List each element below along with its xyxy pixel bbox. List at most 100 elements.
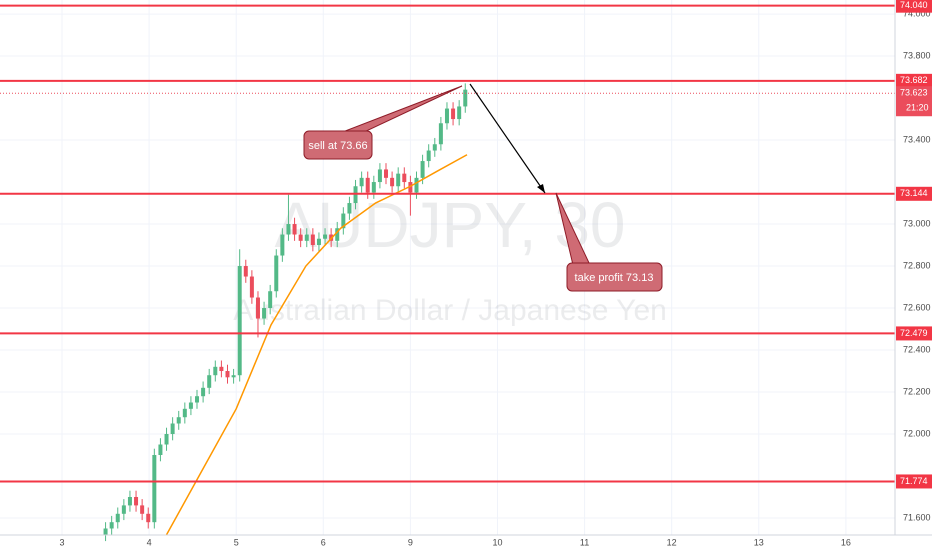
watermark-name: Australian Dollar / Japanese Yen [233, 294, 667, 327]
last-price-box [896, 86, 932, 117]
callout-text: sell at 73.66 [308, 140, 367, 152]
level-label-box [896, 326, 932, 341]
candle-body [115, 513, 120, 523]
candle-body [140, 505, 145, 514]
y-tick-label: 74.000 [903, 8, 931, 18]
candle-body [298, 234, 303, 241]
x-tick-label: 12 [667, 537, 677, 547]
candle-body [463, 89, 468, 107]
candle-body [347, 203, 352, 214]
x-tick-label: 11 [580, 537, 589, 547]
candle-body [255, 297, 260, 319]
candle-body [243, 266, 248, 277]
candle-body [359, 177, 364, 187]
y-tick-label: 73.000 [903, 218, 931, 228]
countdown: 21:20 [906, 103, 929, 113]
candle-body [335, 228, 340, 241]
candle-body [146, 513, 151, 523]
level-label: 73.144 [900, 188, 928, 198]
x-tick-label: 4 [147, 537, 152, 547]
level-label-box [896, 474, 932, 489]
candle-body [213, 366, 218, 376]
candle-body [207, 375, 212, 388]
candle-body [280, 234, 285, 256]
candle-body [219, 366, 224, 372]
candle-body [268, 291, 273, 309]
y-tick-label: 72.000 [903, 428, 931, 438]
candle-body [127, 496, 132, 506]
candle-body [195, 396, 200, 403]
candle-body [414, 177, 419, 193]
candle-body [396, 173, 401, 187]
candle-body [134, 496, 139, 506]
candle-body [249, 276, 254, 298]
y-tick-label: 72.400 [903, 344, 931, 354]
arrow-head [537, 184, 545, 193]
candle-body [402, 173, 407, 183]
candle-body [225, 371, 230, 378]
candle-body [323, 234, 328, 239]
level-label: 74.040 [900, 0, 928, 10]
candle-body [237, 266, 242, 376]
y-tick-label: 72.200 [903, 386, 931, 396]
candle-body [201, 387, 206, 397]
candle-body [286, 224, 291, 235]
y-tick-label: 73.400 [903, 134, 931, 144]
callout-box [303, 130, 373, 160]
candle-body [451, 108, 456, 120]
x-tick-label: 6 [321, 537, 326, 547]
candle-body [158, 444, 163, 456]
candle-body [164, 434, 169, 445]
candle-body [182, 408, 187, 418]
candle-body [365, 177, 370, 193]
x-tick-label: 13 [754, 537, 764, 547]
level-label: 73.682 [900, 75, 928, 85]
candle-body [390, 177, 395, 187]
candle-body [408, 182, 413, 193]
x-tick-label: 3 [60, 537, 65, 547]
candle-body [444, 108, 449, 124]
x-tick-label: 10 [492, 537, 502, 547]
level-label-box [896, 186, 932, 201]
candle-body [316, 238, 321, 246]
last-price-label: 73.623 [900, 88, 928, 98]
candle-body [304, 234, 309, 241]
y-tick-label: 71.600 [903, 512, 931, 522]
level-label: 71.774 [900, 476, 928, 486]
callout-pointer [339, 85, 463, 134]
candle-body [377, 169, 382, 183]
x-tick-label: 5 [234, 537, 239, 547]
candle-body [371, 182, 376, 193]
candle-body [438, 123, 443, 145]
x-tick-label: 16 [841, 537, 851, 547]
candle-body [457, 106, 462, 120]
candle-body [384, 169, 389, 178]
candle-body [121, 505, 126, 514]
callout-text: take profit 73.13 [575, 272, 654, 284]
candle-body [176, 417, 181, 424]
moving-average [165, 154, 468, 536]
level-label-box [896, 0, 932, 13]
candle-body [292, 224, 297, 235]
candle-body [432, 144, 437, 151]
y-tick-label: 73.800 [903, 50, 931, 60]
candle-body [103, 528, 108, 535]
arrow-line [469, 83, 546, 194]
y-tick-label: 72.800 [903, 260, 931, 270]
callout-box [566, 262, 663, 292]
candle-body [426, 150, 431, 162]
candle-body [310, 234, 315, 246]
candle-body [170, 423, 175, 435]
level-label: 72.479 [900, 328, 928, 338]
candle-body [341, 213, 346, 229]
candle-body [231, 375, 236, 378]
y-tick-label: 72.600 [903, 302, 931, 312]
candle-body [274, 255, 279, 292]
candle-body [420, 161, 425, 178]
candle-body [152, 455, 157, 523]
x-tick-label: 9 [408, 537, 413, 547]
candle-body [188, 402, 193, 409]
candle-body [262, 308, 267, 319]
